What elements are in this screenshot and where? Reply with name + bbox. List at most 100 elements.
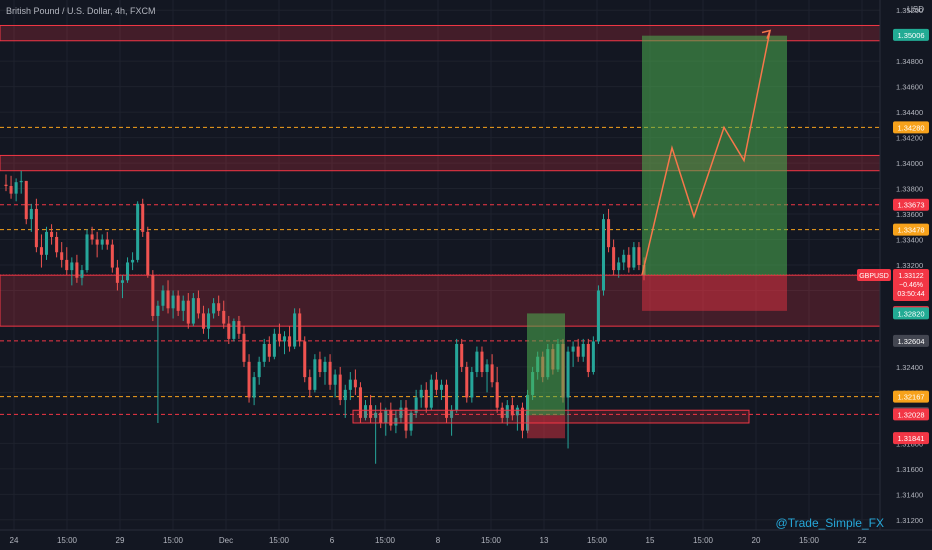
candle-body xyxy=(308,377,312,390)
candle-body xyxy=(363,405,368,418)
price-label-text: 1.34280 xyxy=(897,123,924,132)
x-tick-label: 15:00 xyxy=(269,536,290,545)
candle-body xyxy=(475,351,479,373)
candle-body xyxy=(358,387,362,418)
price-label-text: 1.33673 xyxy=(897,201,924,210)
x-tick-label: 22 xyxy=(858,536,867,545)
candle-body xyxy=(110,244,114,268)
long-position-profit xyxy=(527,313,565,416)
candle-body xyxy=(353,379,357,388)
candle-body xyxy=(293,313,297,347)
candle-body xyxy=(490,364,494,383)
price-label-text: 1.32604 xyxy=(897,337,924,346)
candle-body xyxy=(90,234,94,240)
candle-body xyxy=(14,182,18,194)
candle-body xyxy=(374,412,378,418)
candle-body xyxy=(9,186,13,194)
candle-body xyxy=(601,219,606,291)
x-tick-label: 13 xyxy=(540,536,549,545)
candle-body xyxy=(323,361,327,373)
candle-body xyxy=(455,343,459,411)
candle-body xyxy=(419,389,423,398)
candle-body xyxy=(622,254,626,263)
y-tick-label: 1.34000 xyxy=(896,159,923,168)
candle-body xyxy=(505,405,509,418)
long-position-loss xyxy=(527,415,565,439)
x-tick-label: 29 xyxy=(116,536,125,545)
candle-body xyxy=(126,262,130,281)
candle-body xyxy=(222,310,226,324)
x-tick-label: 15:00 xyxy=(693,536,714,545)
candle-body xyxy=(60,252,64,260)
candle-body xyxy=(328,361,332,385)
candle-body xyxy=(151,275,155,316)
y-tick-label: 1.34600 xyxy=(896,83,923,92)
candle-body xyxy=(389,410,393,426)
price-label-box xyxy=(893,28,929,41)
candle-body xyxy=(156,305,160,316)
candle-body xyxy=(146,231,150,276)
candle-body xyxy=(338,374,342,401)
candle-body xyxy=(80,270,84,278)
current-price-text: −0.46% xyxy=(899,282,923,289)
candle-body xyxy=(343,389,347,401)
candle-body xyxy=(571,346,575,352)
candle-body xyxy=(75,262,79,278)
candle-body xyxy=(586,343,590,373)
candle-body xyxy=(394,417,398,426)
candle-body xyxy=(212,303,216,314)
x-tick-label: 15:00 xyxy=(799,536,820,545)
candle-body xyxy=(242,333,246,362)
candle-body xyxy=(612,247,616,271)
price-label-text: 1.32820 xyxy=(897,309,924,318)
current-price-text: 03:50:44 xyxy=(897,291,924,298)
candle-body xyxy=(272,333,276,357)
x-tick-label: 15:00 xyxy=(481,536,502,545)
current-price-box xyxy=(893,268,929,301)
y-tick-label: 1.31600 xyxy=(896,465,923,474)
price-label-box xyxy=(893,307,929,320)
candle-body xyxy=(227,323,231,339)
projection-arrowhead xyxy=(761,29,772,39)
candle-body xyxy=(313,359,317,390)
candle-body xyxy=(4,184,8,187)
candle-body xyxy=(369,405,373,418)
candle-body xyxy=(252,377,256,398)
candle-body xyxy=(576,346,580,357)
candle-body xyxy=(333,374,337,385)
current-price-text: 1.33122 xyxy=(898,273,923,280)
candle-body xyxy=(379,412,383,423)
candle-body xyxy=(470,372,474,398)
candle-body xyxy=(298,313,302,342)
candle-body xyxy=(282,336,287,342)
candle-body xyxy=(399,407,403,418)
candle-body xyxy=(424,389,428,408)
candle-body xyxy=(439,384,443,390)
candle-body xyxy=(480,351,484,373)
candle-body xyxy=(288,336,292,347)
x-tick-label: 15:00 xyxy=(163,536,184,545)
candle-body xyxy=(348,379,352,390)
candle-body xyxy=(141,203,145,232)
y-tick-label: 1.33600 xyxy=(896,210,923,219)
candle-body xyxy=(617,262,621,271)
candle-body xyxy=(176,295,180,311)
candle-body xyxy=(632,247,636,268)
candle-body xyxy=(303,341,307,378)
candle-body xyxy=(131,259,135,263)
price-label-text: 1.32167 xyxy=(897,393,924,402)
candle-body xyxy=(34,208,38,248)
y-tick-label: 1.32400 xyxy=(896,363,923,372)
candle-body xyxy=(166,290,170,309)
price-label-box xyxy=(893,121,929,134)
candle-body xyxy=(201,313,205,329)
candle-body xyxy=(24,180,28,220)
candle-body xyxy=(277,333,281,342)
candle-body xyxy=(607,219,611,248)
candle-body xyxy=(232,321,236,339)
candle-body xyxy=(186,300,190,324)
candle-body xyxy=(237,321,241,334)
y-tick-label: 1.33400 xyxy=(896,236,923,245)
candle-body xyxy=(460,343,464,367)
